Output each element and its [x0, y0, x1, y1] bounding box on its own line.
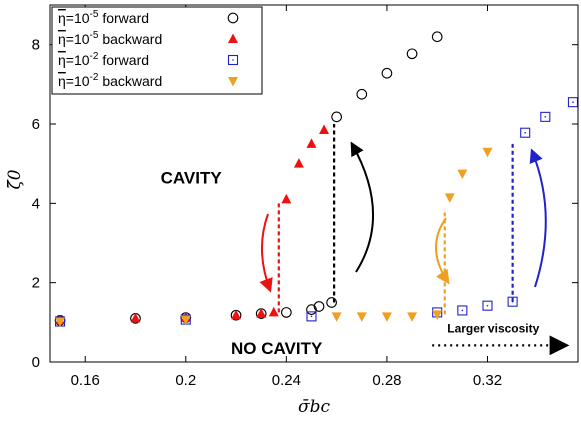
series-1-point-5 — [268, 306, 279, 317]
x-tick-label-4: 0.32 — [473, 372, 502, 389]
legend-marker-2-box — [227, 54, 239, 66]
series-3-point-6 — [432, 310, 443, 320]
series-3-point-1 — [180, 315, 191, 326]
series-3-point-9 — [482, 147, 493, 158]
axes: 0.16 0.2 0.24 0.28 0.32 0 2 4 6 8 σ̄bc ζ̄0 — [5, 4, 579, 417]
series-3 — [55, 147, 493, 328]
series-2-point-2-dot — [310, 315, 313, 318]
series-1-point-3 — [231, 309, 242, 320]
legend-label-3: η=10-2 backward — [58, 72, 162, 89]
series-3-point-5 — [407, 312, 418, 322]
x-tick-label-1: 0.2 — [175, 372, 196, 389]
series-0-point-12 — [406, 48, 418, 60]
series-0-point-9 — [331, 111, 342, 123]
series-2-point-5-box — [482, 300, 493, 311]
black-transition-arrow — [350, 141, 374, 273]
series-3-point-8 — [457, 169, 468, 180]
x-tick-label-0: 0.16 — [71, 372, 100, 389]
series-2-point-8 — [540, 111, 551, 122]
data-series — [54, 31, 579, 328]
series-0-point-13 — [431, 31, 443, 43]
y-tick-label-0: 0 — [32, 354, 40, 371]
legend-marker-1 — [228, 33, 238, 43]
series-3-point-7 — [444, 193, 455, 203]
series-1-point-6 — [281, 193, 292, 204]
series-2-point-5-dot — [486, 304, 489, 307]
legend-marker-2 — [227, 54, 239, 66]
legend-box — [51, 6, 263, 95]
annotation-1: NO CAVITY — [231, 339, 323, 358]
series-2-point-6-box — [507, 296, 518, 307]
series-2-point-2 — [306, 311, 317, 322]
red-transition-arrow — [259, 213, 273, 293]
y-tick-label-3: 6 — [32, 116, 40, 133]
series-2-point-7-box — [520, 127, 531, 138]
blue-transition-arrow — [529, 148, 547, 288]
series-2-point-4 — [457, 305, 468, 316]
y-tick-label-1: 2 — [32, 275, 40, 292]
series-1-point-8 — [306, 138, 317, 148]
plot-frame — [49, 4, 579, 363]
transition-arrows — [259, 141, 547, 293]
series-1-point-4 — [256, 308, 267, 318]
series-1-point-9 — [319, 124, 330, 134]
series-2-point-7-dot — [524, 131, 526, 134]
y-axis-label: ζ̄0 — [5, 169, 25, 189]
series-2-point-9 — [567, 97, 579, 108]
series-0-point-6 — [306, 304, 317, 315]
series-2-point-5 — [482, 300, 493, 311]
series-2-point-6 — [507, 296, 518, 307]
series-0-point-5 — [280, 307, 292, 318]
legend-label-2: η=10-2 forward — [58, 51, 149, 68]
series-1-point-7 — [293, 158, 304, 168]
series-3-point-3 — [356, 312, 367, 322]
legend-marker-2-dot — [232, 59, 234, 61]
annotations: CAVITY NO CAVITY Larger viscosity — [161, 169, 570, 358]
series-2-point-4-dot — [461, 309, 464, 312]
series-0-point-7 — [313, 301, 325, 312]
series-2-point-6-dot — [511, 300, 514, 303]
legend-marker-0 — [227, 12, 239, 24]
x-axis-label: σ̄bc — [298, 397, 330, 417]
y-tick-label-4: 8 — [32, 37, 40, 54]
series-2-point-8-dot — [544, 116, 547, 118]
legend-label-1: η=10-5 backward — [58, 30, 162, 47]
series-2-point-7 — [520, 127, 531, 138]
series-3-point-2 — [331, 312, 342, 322]
series-2-point-9-box — [567, 97, 579, 108]
series-2-point-2-box — [306, 311, 317, 322]
legend-label-0: η=10-5 forward — [58, 9, 149, 26]
series-0-point-11 — [381, 67, 393, 79]
series-2 — [55, 97, 579, 327]
y-tick-label-2: 4 — [32, 195, 40, 212]
series-0-point-8 — [326, 297, 337, 308]
series-1-point-1 — [130, 312, 141, 323]
series-3-point-4 — [381, 312, 392, 322]
series-2-point-9-dot — [572, 101, 574, 103]
orange-transition-arrow — [435, 217, 450, 285]
series-3-point-0 — [55, 317, 66, 328]
x-tick-label-2: 0.24 — [272, 372, 301, 389]
annotation-2: Larger viscosity — [447, 321, 539, 335]
x-tick-label-3: 0.28 — [372, 372, 401, 389]
series-2-point-8-box — [540, 111, 551, 122]
series-0-point-10 — [356, 88, 368, 100]
dashed-jump-lines — [277, 124, 514, 315]
annotation-0: CAVITY — [161, 169, 223, 188]
series-2-point-4-box — [457, 305, 468, 316]
legend: η=10-5 forward η=10-5 backward η=10-2 forw… — [51, 6, 263, 95]
series-1 — [55, 124, 330, 325]
legend-marker-3 — [228, 77, 238, 87]
